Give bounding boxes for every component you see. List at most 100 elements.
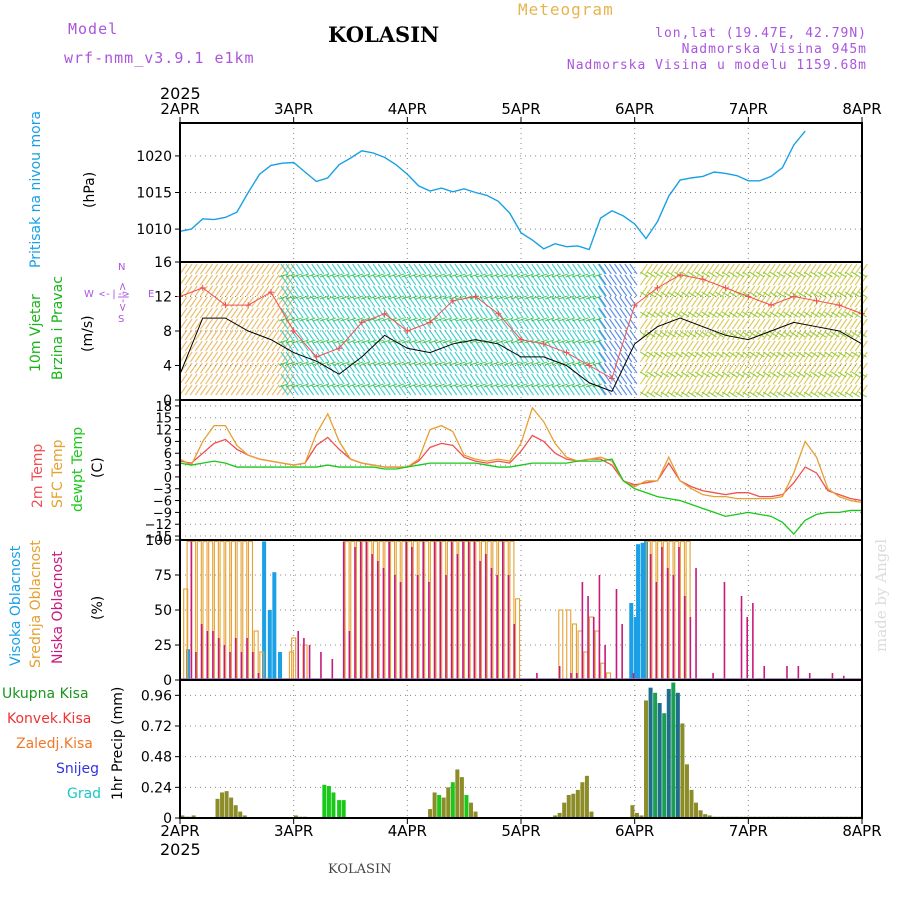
wind-barb [454, 285, 463, 297]
cloud-bar [486, 540, 492, 681]
wind-barb [624, 296, 633, 308]
wind-barb [225, 274, 234, 286]
wind-barb [670, 296, 679, 308]
wind-barb [793, 274, 802, 286]
temp-tick-label: 9 [164, 435, 172, 450]
wind-barb [372, 274, 381, 286]
wind-barb [517, 383, 527, 388]
temp-tick-label: −15 [145, 530, 172, 545]
wind-barb [505, 285, 514, 297]
wind-barb [813, 274, 822, 286]
wind-barb [813, 362, 822, 374]
wind-barb [184, 373, 193, 385]
cloud-bar [594, 630, 600, 681]
wind-barb [701, 285, 710, 297]
wind-barb [546, 296, 555, 308]
wind-barb [408, 351, 417, 363]
wind-barb [660, 391, 670, 398]
wind-barb [551, 307, 560, 319]
wind-barb [667, 351, 676, 358]
wind-barb [742, 311, 751, 318]
wind-barb [215, 307, 224, 319]
cloud-bar [350, 540, 356, 681]
cloud-bar [257, 673, 260, 680]
wind-barb [755, 371, 765, 378]
wind-barb [639, 362, 648, 374]
wind-barb [796, 371, 806, 378]
wind-barb [837, 291, 847, 298]
wind-barb [300, 362, 309, 374]
wind-barb [505, 274, 514, 286]
wind-barb [566, 318, 575, 330]
wind-barb [844, 271, 854, 278]
wind-barb [685, 373, 694, 385]
wind-barb [464, 384, 473, 396]
wind-barb [306, 339, 316, 344]
wind-barb [675, 307, 684, 319]
wind-barb [220, 329, 229, 341]
wind-barb [500, 351, 509, 363]
wind-barb [783, 351, 792, 363]
cloud-bar [640, 542, 645, 680]
wind-barb [251, 362, 260, 374]
wind-barb [624, 362, 633, 374]
wind-barb [585, 317, 596, 322]
wind-barb [531, 273, 541, 278]
wind-barb [639, 318, 648, 330]
wind-barb [459, 285, 468, 297]
wind-barb [433, 285, 442, 297]
wind-barb [311, 296, 320, 308]
wind-barb [587, 307, 596, 319]
wind-barb [796, 271, 806, 278]
wind-barb [266, 296, 275, 308]
wind-barb [551, 329, 560, 341]
wind-barb [783, 285, 792, 297]
wind-barb [357, 285, 366, 297]
wind-barb [793, 307, 802, 319]
wind-barb [592, 317, 602, 322]
wind-barb [442, 383, 452, 388]
wind-barb [189, 373, 198, 385]
wind-barb [316, 285, 325, 297]
wind-barb [352, 263, 361, 275]
wind-barb [592, 373, 601, 385]
wind-barb [844, 362, 853, 374]
wind-barb [844, 296, 853, 308]
wind-barb [640, 351, 649, 358]
wind-barb [449, 351, 458, 363]
cloud-bar [456, 554, 459, 680]
wind-barb [382, 274, 391, 286]
wind-barb [503, 339, 514, 344]
wind-barb [428, 361, 439, 366]
wind-barb [433, 340, 442, 352]
compass-n: N [118, 262, 126, 273]
wind-barb [762, 271, 772, 278]
wind-barb [731, 296, 740, 308]
wind-barb [372, 351, 381, 363]
wind-barb [665, 274, 674, 286]
wind-barb [747, 274, 756, 286]
x-tick-label: 7APR [729, 100, 768, 118]
wind-barb [251, 340, 260, 352]
wind-barb [225, 351, 234, 363]
wind-barb [793, 329, 802, 341]
wind-barb [428, 263, 437, 275]
wind-barb [393, 318, 401, 330]
cloud-bar [196, 540, 202, 681]
wind-barb [837, 351, 847, 358]
wind-barb [352, 384, 361, 396]
wind-barb [200, 351, 208, 363]
wind-barb [772, 307, 781, 319]
wind-barb [670, 329, 679, 341]
cloud-bar [604, 645, 606, 680]
wind-barb [311, 274, 320, 286]
wind-barb [347, 263, 355, 275]
wind-barb [495, 307, 504, 319]
wind-barb [629, 307, 638, 319]
wind-barb [189, 274, 198, 286]
wind-barb [276, 285, 285, 297]
wind-barb [577, 285, 586, 297]
wind-barb [701, 296, 710, 308]
wind-barb [524, 361, 534, 366]
wind-barb [503, 295, 514, 300]
